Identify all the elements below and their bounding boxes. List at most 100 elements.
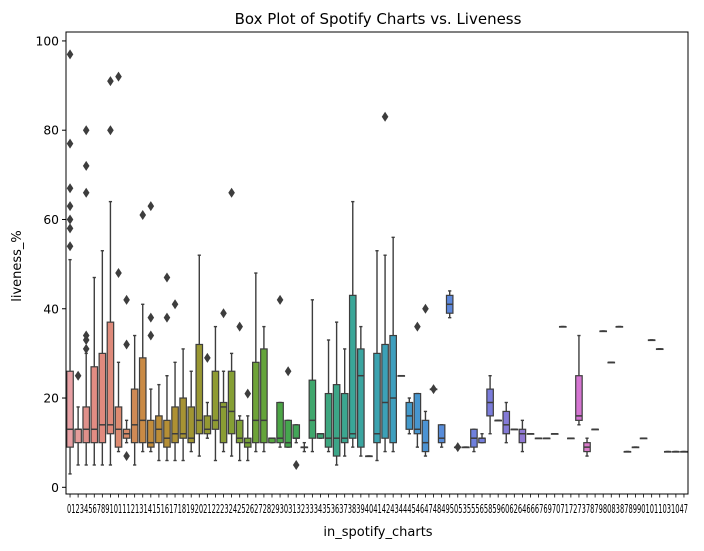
box-body bbox=[66, 370, 74, 448]
box-body bbox=[195, 343, 204, 435]
box-41 bbox=[397, 374, 406, 498]
box-70 bbox=[567, 437, 575, 498]
box-body bbox=[114, 406, 123, 448]
box-9 bbox=[138, 210, 147, 498]
outlier-point bbox=[430, 384, 437, 395]
y-tick-label: 0 bbox=[51, 481, 59, 495]
box-6 bbox=[114, 71, 123, 498]
y-tick-label: 20 bbox=[43, 392, 59, 406]
box-67 bbox=[550, 432, 559, 498]
box-87 bbox=[631, 446, 640, 498]
box-body bbox=[219, 401, 228, 444]
box-body bbox=[502, 410, 511, 435]
outlier-point bbox=[276, 294, 284, 305]
box-body bbox=[575, 375, 583, 421]
outlier-point bbox=[66, 183, 74, 194]
y-axis-label: liveness_% bbox=[10, 230, 25, 302]
box-17 bbox=[203, 352, 212, 498]
box-58 bbox=[502, 401, 511, 498]
box-22 bbox=[243, 388, 252, 498]
box-37 bbox=[365, 455, 373, 498]
box-56 bbox=[494, 419, 502, 498]
box-55 bbox=[486, 375, 494, 498]
box-78 bbox=[599, 330, 608, 498]
box-25 bbox=[268, 437, 276, 498]
box-18 bbox=[211, 325, 220, 498]
box-body bbox=[211, 370, 220, 430]
y-tick-label: 40 bbox=[43, 302, 59, 316]
outlier-point bbox=[147, 312, 155, 323]
outlier-point bbox=[171, 299, 179, 310]
box-53 bbox=[478, 433, 486, 498]
box-47 bbox=[445, 290, 454, 498]
box-10 bbox=[146, 201, 155, 498]
outlier-point bbox=[228, 187, 235, 198]
box-5 bbox=[106, 76, 115, 498]
box-body bbox=[227, 370, 236, 435]
box-body bbox=[437, 424, 446, 444]
chart-title: Box Plot of Spotify Charts vs. Liveness bbox=[235, 10, 522, 28]
box-body bbox=[292, 424, 301, 439]
box-33 bbox=[332, 321, 341, 498]
box-24 bbox=[260, 325, 268, 498]
box-body bbox=[187, 406, 196, 444]
box-16 bbox=[195, 254, 204, 498]
outlier-point bbox=[147, 201, 155, 212]
box-body bbox=[130, 388, 139, 444]
outlier-point bbox=[454, 442, 462, 453]
box-19 bbox=[219, 308, 228, 498]
box-body bbox=[389, 334, 397, 444]
box-59 bbox=[510, 428, 519, 498]
box-body bbox=[179, 397, 187, 439]
outlier-point bbox=[139, 210, 147, 221]
outlier-point bbox=[123, 339, 130, 350]
box-2 bbox=[82, 125, 91, 498]
box-body bbox=[203, 415, 212, 435]
outlier-point bbox=[292, 459, 300, 470]
box-body bbox=[421, 419, 430, 453]
box-60 bbox=[518, 419, 527, 498]
outlier-point bbox=[66, 49, 74, 60]
box-28 bbox=[292, 424, 301, 498]
box-42 bbox=[405, 397, 414, 498]
y-tick-label: 100 bbox=[36, 34, 59, 48]
box-body bbox=[252, 361, 260, 444]
box-body bbox=[98, 352, 107, 444]
box-31 bbox=[316, 432, 325, 498]
box-36 bbox=[357, 325, 365, 498]
box-body bbox=[340, 392, 349, 444]
outlier-point bbox=[66, 214, 74, 225]
box-45 bbox=[429, 384, 438, 498]
box-0 bbox=[66, 49, 74, 498]
box-72 bbox=[583, 437, 591, 498]
box-103 bbox=[663, 450, 672, 498]
outlier-point bbox=[82, 160, 90, 171]
box-body bbox=[260, 348, 268, 444]
box-body bbox=[413, 392, 422, 435]
y-tick-label: 60 bbox=[43, 213, 59, 227]
box-64 bbox=[534, 437, 543, 498]
box-21 bbox=[235, 321, 244, 498]
box-43 bbox=[413, 321, 422, 498]
box-89 bbox=[639, 437, 648, 498]
box-20 bbox=[227, 187, 236, 498]
box-69 bbox=[558, 325, 567, 498]
box-4 bbox=[98, 250, 107, 498]
box-48 bbox=[453, 442, 462, 498]
box-body bbox=[146, 419, 155, 448]
box-101 bbox=[655, 348, 664, 498]
box-32 bbox=[324, 339, 333, 498]
box-body bbox=[381, 343, 389, 439]
outlier-point bbox=[163, 312, 171, 323]
outlier-point bbox=[414, 321, 421, 332]
box-38 bbox=[373, 250, 381, 498]
outlier-point bbox=[66, 223, 74, 234]
y-axis: 0 20 40 60 80 100 bbox=[36, 34, 66, 495]
outlier-point bbox=[123, 294, 130, 305]
box-body bbox=[235, 419, 244, 444]
y-tick-label: 80 bbox=[43, 124, 59, 138]
outlier-point bbox=[82, 343, 90, 354]
box-12 bbox=[163, 272, 171, 498]
outlier-point bbox=[115, 268, 122, 279]
